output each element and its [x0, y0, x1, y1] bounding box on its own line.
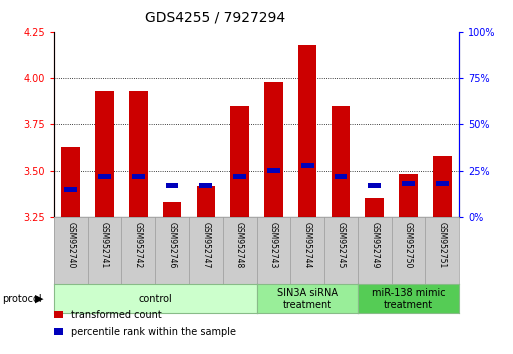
Bar	[267, 168, 280, 173]
Bar	[334, 174, 347, 179]
Bar	[233, 174, 246, 179]
Text: GSM952748: GSM952748	[235, 222, 244, 269]
Bar	[132, 174, 145, 179]
Bar	[64, 187, 77, 192]
Text: GSM952746: GSM952746	[168, 222, 176, 269]
Text: GSM952744: GSM952744	[303, 222, 312, 269]
Bar	[365, 199, 384, 217]
Bar	[264, 82, 283, 217]
Bar	[230, 106, 249, 217]
Text: GSM952751: GSM952751	[438, 222, 447, 269]
Bar	[399, 175, 418, 217]
Bar	[95, 91, 114, 217]
Text: GSM952749: GSM952749	[370, 222, 379, 269]
Text: GSM952750: GSM952750	[404, 222, 413, 269]
Text: GSM952745: GSM952745	[337, 222, 345, 269]
Text: GSM952742: GSM952742	[134, 222, 143, 269]
Text: ▶: ▶	[35, 294, 44, 304]
Bar	[163, 202, 182, 217]
Text: miR-138 mimic
treatment: miR-138 mimic treatment	[371, 288, 445, 310]
Bar	[436, 181, 449, 186]
Bar	[129, 91, 148, 217]
Bar	[196, 185, 215, 217]
Bar	[98, 174, 111, 179]
Text: GSM952743: GSM952743	[269, 222, 278, 269]
Text: GSM952741: GSM952741	[100, 222, 109, 269]
Text: transformed count: transformed count	[71, 310, 162, 320]
Bar	[200, 183, 212, 188]
Text: control: control	[139, 294, 172, 304]
Bar	[166, 183, 179, 188]
Bar	[301, 162, 313, 168]
Bar	[368, 183, 381, 188]
Text: percentile rank within the sample: percentile rank within the sample	[71, 327, 236, 337]
Text: GSM952740: GSM952740	[66, 222, 75, 269]
Text: SIN3A siRNA
treatment: SIN3A siRNA treatment	[277, 288, 338, 310]
Bar	[331, 106, 350, 217]
Text: GSM952747: GSM952747	[201, 222, 210, 269]
Bar	[433, 156, 451, 217]
Text: GDS4255 / 7927294: GDS4255 / 7927294	[145, 11, 286, 25]
Bar	[298, 45, 317, 217]
Bar	[402, 181, 415, 186]
Text: protocol: protocol	[3, 294, 42, 304]
Bar	[62, 147, 80, 217]
